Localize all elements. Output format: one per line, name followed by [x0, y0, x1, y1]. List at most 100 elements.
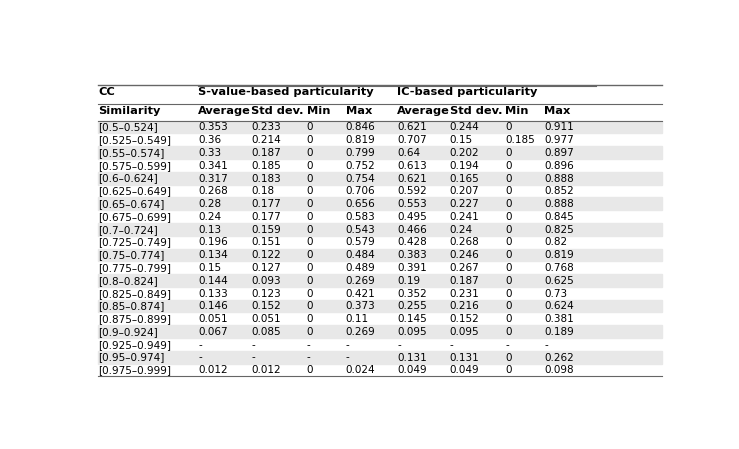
- Text: 0.269: 0.269: [346, 276, 375, 286]
- Text: [0.875–0.899]: [0.875–0.899]: [98, 314, 171, 324]
- Bar: [98, 172, 662, 185]
- Text: 0: 0: [307, 314, 313, 324]
- Text: 0.36: 0.36: [198, 135, 222, 145]
- Text: 0: 0: [505, 352, 512, 363]
- Text: 0.214: 0.214: [251, 135, 281, 145]
- Text: 0.341: 0.341: [198, 161, 228, 171]
- Text: Max: Max: [544, 106, 571, 116]
- Text: [0.65–0.674]: [0.65–0.674]: [98, 199, 165, 209]
- Text: [0.725–0.749]: [0.725–0.749]: [98, 238, 171, 247]
- Text: 0.196: 0.196: [198, 238, 228, 247]
- Text: 0.085: 0.085: [251, 327, 281, 337]
- Text: 0.819: 0.819: [346, 135, 375, 145]
- Text: 0.183: 0.183: [251, 173, 281, 184]
- Text: 0.656: 0.656: [346, 199, 375, 209]
- Text: [0.9–0.924]: [0.9–0.924]: [98, 327, 158, 337]
- Text: 0: 0: [505, 301, 512, 312]
- Text: 0.421: 0.421: [346, 289, 375, 299]
- Text: [0.6–0.624]: [0.6–0.624]: [98, 173, 158, 184]
- Text: 0: 0: [307, 212, 313, 222]
- Text: 0: 0: [307, 199, 313, 209]
- Text: -: -: [251, 352, 255, 363]
- Text: 0.144: 0.144: [198, 276, 228, 286]
- Text: 0.352: 0.352: [397, 289, 427, 299]
- Text: 0.268: 0.268: [198, 186, 228, 196]
- Bar: [98, 249, 662, 261]
- Text: 0.194: 0.194: [450, 161, 480, 171]
- Text: 0.845: 0.845: [544, 212, 574, 222]
- Text: -: -: [450, 340, 454, 350]
- Text: 0.897: 0.897: [544, 148, 574, 158]
- Text: 0.13: 0.13: [198, 224, 222, 235]
- Text: 0: 0: [307, 122, 313, 132]
- Text: [0.525–0.549]: [0.525–0.549]: [98, 135, 171, 145]
- Text: 0.846: 0.846: [346, 122, 375, 132]
- Text: -: -: [198, 352, 202, 363]
- Text: -: -: [307, 340, 310, 350]
- Text: 0.977: 0.977: [544, 135, 574, 145]
- Text: Std dev.: Std dev.: [450, 106, 503, 116]
- Text: -: -: [198, 340, 202, 350]
- Text: 0.012: 0.012: [198, 365, 228, 375]
- Text: 0.267: 0.267: [450, 263, 480, 273]
- Text: 0: 0: [307, 263, 313, 273]
- Text: 0.706: 0.706: [346, 186, 375, 196]
- Text: [0.85–0.874]: [0.85–0.874]: [98, 301, 165, 312]
- Text: Min: Min: [307, 106, 330, 116]
- Text: -: -: [307, 352, 310, 363]
- Text: 0: 0: [505, 238, 512, 247]
- Text: [0.825–0.849]: [0.825–0.849]: [98, 289, 171, 299]
- Text: 0.768: 0.768: [544, 263, 574, 273]
- Text: [0.575–0.599]: [0.575–0.599]: [98, 161, 171, 171]
- Text: 0.146: 0.146: [198, 301, 228, 312]
- Text: 0.819: 0.819: [544, 250, 574, 260]
- Text: 0: 0: [307, 186, 313, 196]
- Text: 0.428: 0.428: [397, 238, 427, 247]
- Text: 0: 0: [505, 148, 512, 158]
- Text: 0: 0: [505, 161, 512, 171]
- Text: 0.754: 0.754: [346, 173, 375, 184]
- Text: 0.852: 0.852: [544, 186, 574, 196]
- Text: [0.75–0.774]: [0.75–0.774]: [98, 250, 165, 260]
- Text: 0.799: 0.799: [346, 148, 375, 158]
- Text: 0: 0: [505, 327, 512, 337]
- Bar: [98, 198, 662, 210]
- Text: CC: CC: [98, 87, 115, 97]
- Text: -: -: [505, 340, 509, 350]
- Text: 0.262: 0.262: [544, 352, 574, 363]
- Text: 0.127: 0.127: [251, 263, 281, 273]
- Text: Average: Average: [198, 106, 251, 116]
- Text: [0.7–0.724]: [0.7–0.724]: [98, 224, 158, 235]
- Text: [0.975–0.999]: [0.975–0.999]: [98, 365, 171, 375]
- Text: [0.775–0.799]: [0.775–0.799]: [98, 263, 171, 273]
- Text: 0.216: 0.216: [450, 301, 480, 312]
- Text: 0.241: 0.241: [450, 212, 480, 222]
- Text: 0.177: 0.177: [251, 199, 281, 209]
- Text: -: -: [346, 340, 350, 350]
- Text: 0.187: 0.187: [450, 276, 480, 286]
- Bar: [98, 223, 662, 236]
- Text: 0.202: 0.202: [450, 148, 480, 158]
- Text: 0: 0: [307, 173, 313, 184]
- Text: 0.613: 0.613: [397, 161, 427, 171]
- Text: 0.583: 0.583: [346, 212, 375, 222]
- Text: 0.73: 0.73: [544, 289, 568, 299]
- Text: 0.624: 0.624: [544, 301, 574, 312]
- Text: 0.888: 0.888: [544, 199, 574, 209]
- Text: -: -: [346, 352, 350, 363]
- Text: 0: 0: [505, 199, 512, 209]
- Text: 0.15: 0.15: [450, 135, 473, 145]
- Text: IC-based particularity: IC-based particularity: [397, 87, 537, 97]
- Text: 0.33: 0.33: [198, 148, 222, 158]
- Text: 0.28: 0.28: [198, 199, 222, 209]
- Text: 0.187: 0.187: [251, 148, 281, 158]
- Text: Max: Max: [346, 106, 372, 116]
- Text: 0.495: 0.495: [397, 212, 427, 222]
- Text: 0: 0: [307, 135, 313, 145]
- Text: 0: 0: [307, 365, 313, 375]
- Text: [0.625–0.649]: [0.625–0.649]: [98, 186, 171, 196]
- Text: 0.353: 0.353: [198, 122, 228, 132]
- Text: 0.165: 0.165: [450, 173, 480, 184]
- Text: 0.255: 0.255: [397, 301, 427, 312]
- Text: 0.621: 0.621: [397, 173, 427, 184]
